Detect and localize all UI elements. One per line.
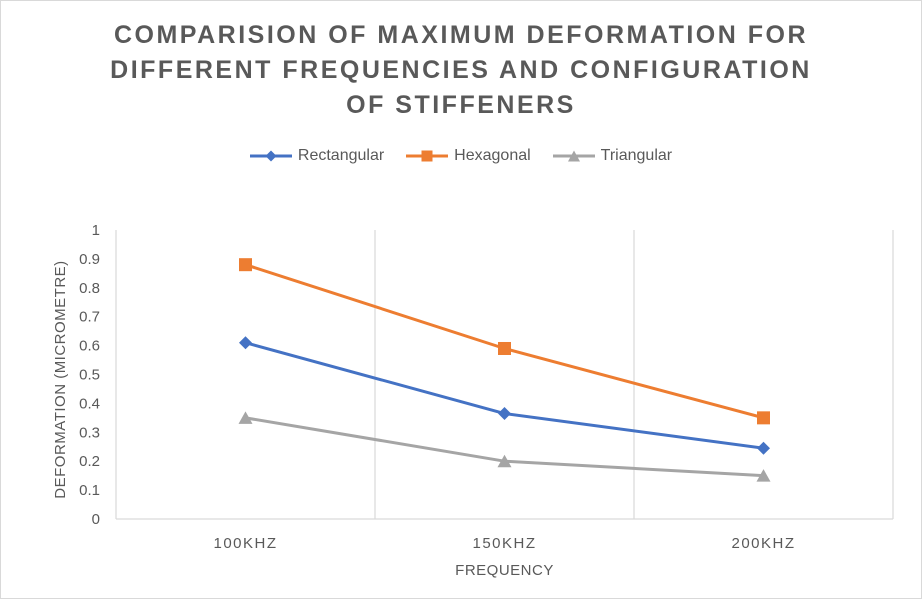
data-point-triangular xyxy=(756,469,771,482)
y-tick-label: 0.9 xyxy=(79,251,100,268)
chart-title-line-2: DIFFERENT FREQUENCIES AND CONFIGURATION xyxy=(110,56,812,84)
series-line-hexagonal xyxy=(245,263,764,420)
axes: 0 0.1 0.2 0.3 0.4 0.5 0.6 0.7 0.8 0.9 1 100KHZ 150KH… xyxy=(79,222,893,552)
y-tick-label: 0.3 xyxy=(79,424,100,441)
legend-label-triangular: Triangular xyxy=(600,147,673,164)
y-tick-label: 0 xyxy=(92,511,100,528)
legend-item-triangular: Triangular xyxy=(552,147,673,165)
chart-title-line-3: OF STIFFENERS xyxy=(346,91,576,119)
x-tick-label: 200KHZ xyxy=(731,535,795,552)
data-point-hexagonal xyxy=(498,341,511,355)
gridlines xyxy=(115,230,894,519)
x-axis-title: FREQUENCY xyxy=(455,562,554,579)
data-point-rectangular xyxy=(757,441,770,455)
y-tick-label: 0.7 xyxy=(79,309,100,326)
y-tick-label: 0.2 xyxy=(79,453,100,470)
series xyxy=(238,258,771,482)
y-tick-label: 0.4 xyxy=(79,395,100,412)
y-tick-label: 1 xyxy=(92,222,100,239)
y-tick-label: 0.8 xyxy=(79,280,100,297)
data-point-hexagonal xyxy=(239,258,252,272)
y-tick-label: 0.5 xyxy=(79,367,100,384)
data-point-rectangular xyxy=(498,407,511,421)
data-point-rectangular xyxy=(239,336,252,350)
legend-marker-hexagonal xyxy=(406,150,449,162)
legend-item-hexagonal: Hexagonal xyxy=(406,147,531,165)
data-point-triangular xyxy=(238,411,253,424)
data-point-hexagonal xyxy=(757,411,770,425)
data-point-triangular xyxy=(497,454,512,468)
x-tick-label: 150KHZ xyxy=(472,535,536,552)
legend-item-rectangular: Rectangular xyxy=(249,147,385,165)
chart-title: COMPARISION OF MAXIMUM DEFORMATION FOR D… xyxy=(0,18,922,123)
legend-marker-triangular xyxy=(552,150,595,162)
y-tick-label: 0.1 xyxy=(79,482,100,499)
y-axis-title: DEFORMATION (MICROMETRE) xyxy=(52,260,69,498)
x-tick-label: 100KHZ xyxy=(213,535,277,552)
chart-title-line-1: COMPARISION OF MAXIMUM DEFORMATION FOR xyxy=(113,21,809,49)
legend-label-rectangular: Rectangular xyxy=(297,147,385,164)
legend: Rectangular Hexagonal Triangular xyxy=(0,143,922,169)
legend-marker-rectangular xyxy=(249,150,292,162)
legend-label-hexagonal: Hexagonal xyxy=(454,147,531,164)
y-tick-label: 0.6 xyxy=(79,338,100,355)
